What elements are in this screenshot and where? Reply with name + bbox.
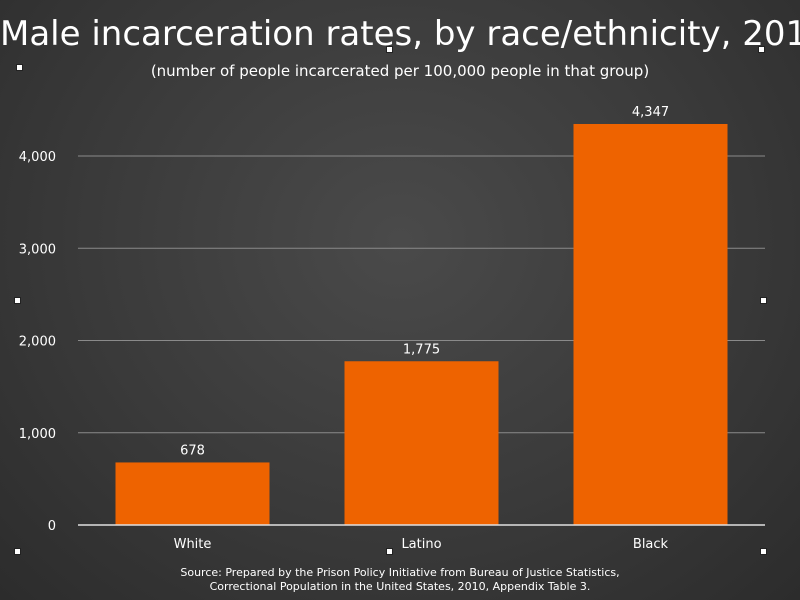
source-line-2: Correctional Population in the United St… xyxy=(209,580,591,593)
bar xyxy=(115,462,270,525)
y-tick-label: 1,000 xyxy=(19,427,56,442)
y-tick-label: 3,000 xyxy=(19,242,56,257)
selection-handle[interactable] xyxy=(386,548,393,555)
selection-handle[interactable] xyxy=(760,548,767,555)
bar xyxy=(344,361,499,525)
bar xyxy=(573,123,728,525)
y-tick-label: 2,000 xyxy=(19,335,56,350)
source-line-1: Source: Prepared by the Prison Policy In… xyxy=(180,566,620,579)
data-label: 4,347 xyxy=(632,105,669,120)
y-tick-label: 4,000 xyxy=(19,150,56,165)
chart-title: Male incarceration rates, by race/ethnic… xyxy=(0,14,800,54)
chart-subtitle: (number of people incarcerated per 100,0… xyxy=(150,62,650,80)
x-tick-label: Black xyxy=(633,537,669,552)
x-tick-label: White xyxy=(174,537,212,552)
data-label: 678 xyxy=(180,443,205,458)
source-note: Source: Prepared by the Prison Policy In… xyxy=(0,566,800,594)
selection-handle[interactable] xyxy=(758,46,765,53)
selection-handle[interactable] xyxy=(16,64,23,71)
x-tick-label: Latino xyxy=(401,537,441,552)
data-label: 1,775 xyxy=(403,342,440,357)
y-tick-label: 0 xyxy=(48,519,56,534)
selection-handle[interactable] xyxy=(14,297,21,304)
selection-handle[interactable] xyxy=(14,548,21,555)
selection-handle[interactable] xyxy=(760,297,767,304)
selection-handle[interactable] xyxy=(386,46,393,53)
